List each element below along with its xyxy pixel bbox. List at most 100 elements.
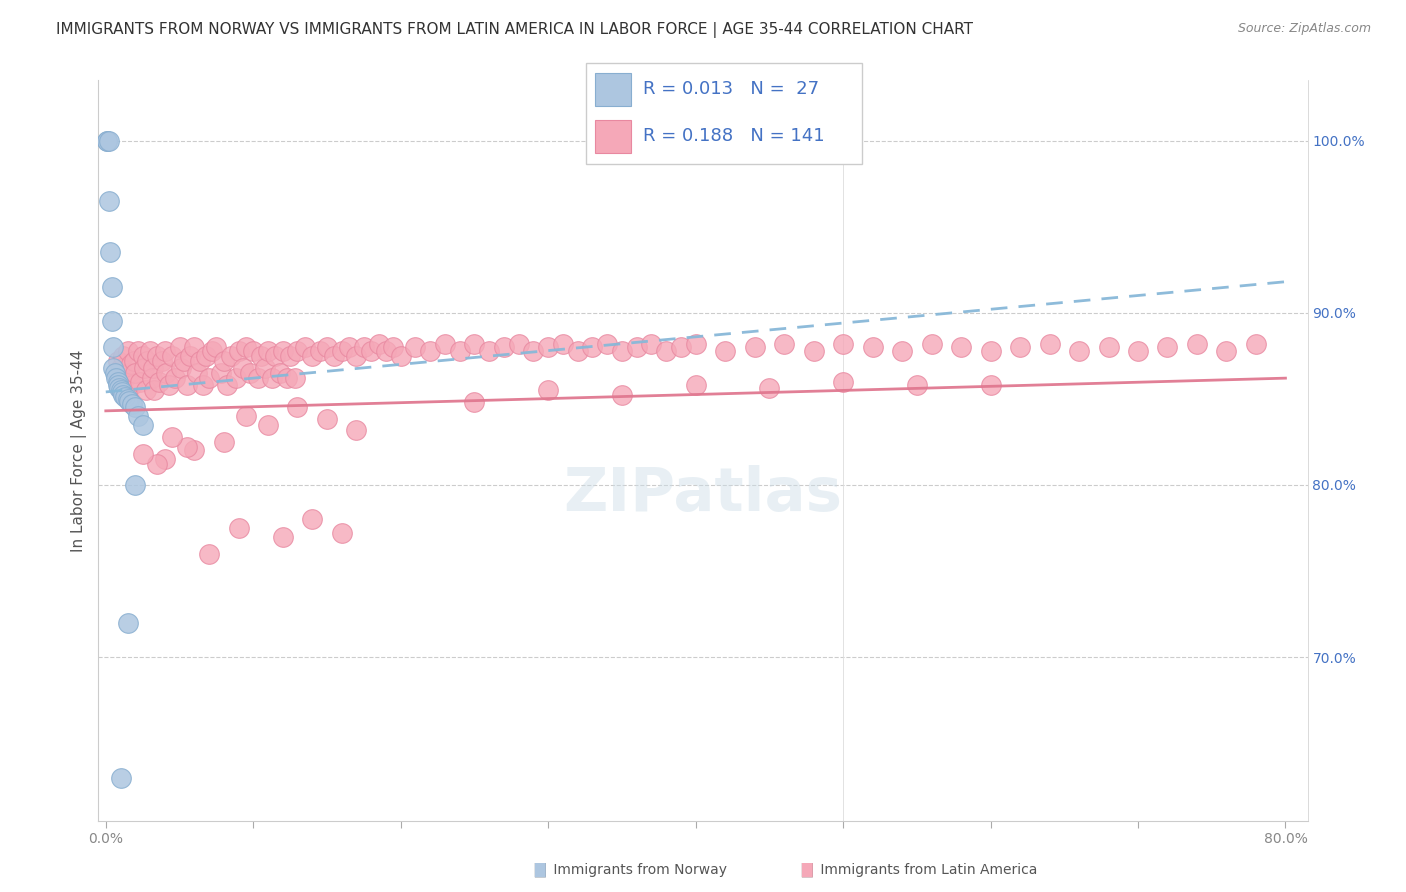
Point <box>246 371 269 385</box>
Point <box>950 340 973 354</box>
Point <box>146 349 169 363</box>
Point <box>346 349 368 363</box>
Point <box>118 366 141 380</box>
Point <box>169 340 191 354</box>
Point <box>404 340 426 354</box>
Point <box>478 343 501 358</box>
Point <box>209 366 232 380</box>
Point <box>198 371 221 385</box>
Point <box>1244 336 1267 351</box>
Point <box>122 354 145 368</box>
Point <box>198 547 221 561</box>
Point <box>165 371 187 385</box>
Point <box>264 349 287 363</box>
Point <box>117 392 139 406</box>
Point <box>135 383 157 397</box>
Point <box>212 434 235 449</box>
Point <box>120 357 142 371</box>
Point <box>862 340 884 354</box>
Point <box>139 343 162 358</box>
Point <box>891 343 914 358</box>
Point <box>160 349 183 363</box>
Point <box>183 340 205 354</box>
Point <box>367 336 389 351</box>
Point <box>127 343 149 358</box>
Point <box>832 375 855 389</box>
Point <box>239 366 262 380</box>
Point <box>186 366 208 380</box>
Point <box>117 615 139 630</box>
Point <box>832 336 855 351</box>
FancyBboxPatch shape <box>586 63 862 164</box>
Point <box>301 512 323 526</box>
Point <box>155 366 177 380</box>
Point <box>131 447 153 461</box>
Point <box>610 388 633 402</box>
Y-axis label: In Labor Force | Age 35-44: In Labor Force | Age 35-44 <box>72 350 87 551</box>
Point <box>98 245 121 260</box>
Text: █  Immigrants from Latin America: █ Immigrants from Latin America <box>801 863 1038 877</box>
Point <box>121 378 143 392</box>
Point <box>228 521 250 535</box>
Point <box>235 409 257 423</box>
Bar <box>595 73 631 105</box>
Point <box>249 349 271 363</box>
Point <box>257 343 280 358</box>
Point <box>640 336 662 351</box>
Point <box>148 375 170 389</box>
Point <box>330 526 353 541</box>
Point <box>212 354 235 368</box>
Point <box>101 340 124 354</box>
Point <box>100 314 122 328</box>
Point <box>176 440 198 454</box>
Point <box>188 354 211 368</box>
Point <box>316 340 339 354</box>
Point <box>353 340 375 354</box>
Point <box>131 349 153 363</box>
Point <box>228 343 250 358</box>
Point <box>278 349 301 363</box>
Point <box>173 354 195 368</box>
Point <box>124 401 146 415</box>
Point <box>316 412 339 426</box>
Point <box>1126 343 1149 358</box>
Point <box>146 457 169 471</box>
Point <box>153 343 176 358</box>
Point <box>97 194 120 208</box>
Point <box>1038 336 1060 351</box>
Point <box>124 366 146 380</box>
Bar <box>595 120 631 153</box>
Point <box>337 340 360 354</box>
Text: IMMIGRANTS FROM NORWAY VS IMMIGRANTS FROM LATIN AMERICA IN LABOR FORCE | AGE 35-: IMMIGRANTS FROM NORWAY VS IMMIGRANTS FRO… <box>56 22 973 38</box>
Point <box>463 395 485 409</box>
Point <box>551 336 574 351</box>
Point <box>107 354 129 368</box>
Point <box>980 378 1002 392</box>
Point <box>803 343 825 358</box>
Point <box>107 375 129 389</box>
Text: █: █ <box>801 863 813 877</box>
Point <box>980 343 1002 358</box>
Point <box>1185 336 1208 351</box>
Point <box>110 383 132 397</box>
Point <box>153 452 176 467</box>
Point <box>257 417 280 432</box>
Point <box>242 343 264 358</box>
Text: R = 0.013   N =  27: R = 0.013 N = 27 <box>643 79 818 97</box>
Point <box>389 349 412 363</box>
Point <box>1156 340 1178 354</box>
Point <box>117 343 139 358</box>
Point <box>744 340 766 354</box>
Point <box>195 349 218 363</box>
Point <box>537 383 560 397</box>
Point <box>225 371 247 385</box>
Point <box>111 384 134 399</box>
Point <box>179 349 201 363</box>
Point <box>537 340 560 354</box>
Point <box>276 371 298 385</box>
Point <box>610 343 633 358</box>
Point <box>433 336 456 351</box>
Point <box>107 378 129 392</box>
Point <box>330 343 353 358</box>
Point <box>522 343 544 358</box>
